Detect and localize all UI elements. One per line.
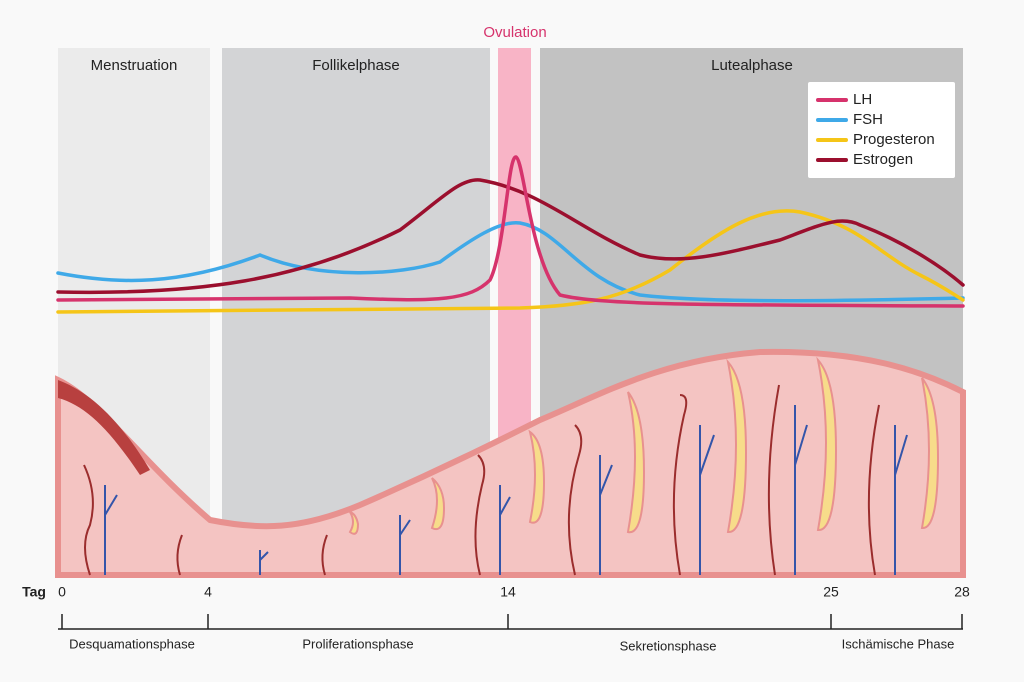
legend-label: LH [853, 91, 872, 108]
tick-label: 4 [204, 584, 212, 600]
tick-label: 0 [58, 584, 66, 600]
tick-label: 14 [500, 584, 516, 600]
legend-label: Progesteron [853, 131, 935, 148]
glands [347, 356, 940, 535]
tick-label: 28 [954, 584, 970, 600]
timeline-ticks: 0 4 14 25 28 [58, 584, 970, 629]
phase-label: Menstruation [91, 57, 178, 74]
timeline-phase: Proliferationsphase [302, 636, 413, 651]
phase-label: Follikelphase [312, 57, 400, 74]
phase-label: Lutealphase [711, 57, 793, 74]
legend: LH FSH Progesteron Estrogen [816, 91, 935, 168]
lh-curve [56, 155, 965, 308]
ovulation-label: Ovulation [483, 24, 546, 41]
vessels [83, 384, 908, 576]
legend-box [808, 82, 955, 178]
timeline-phase: Sekretionsphase [620, 638, 717, 653]
timeline-label: Tag [22, 584, 46, 600]
timeline-phase: Desquamationsphase [69, 636, 195, 651]
shedding-layer [58, 380, 150, 475]
fsh-curve [56, 221, 965, 303]
estrogen-curve [56, 178, 965, 295]
progesterone-curve [56, 209, 965, 314]
tick-label: 25 [823, 584, 839, 600]
legend-label: FSH [853, 111, 883, 128]
timeline-phase: Ischämische Phase [842, 636, 955, 651]
legend-label: Estrogen [853, 151, 913, 168]
